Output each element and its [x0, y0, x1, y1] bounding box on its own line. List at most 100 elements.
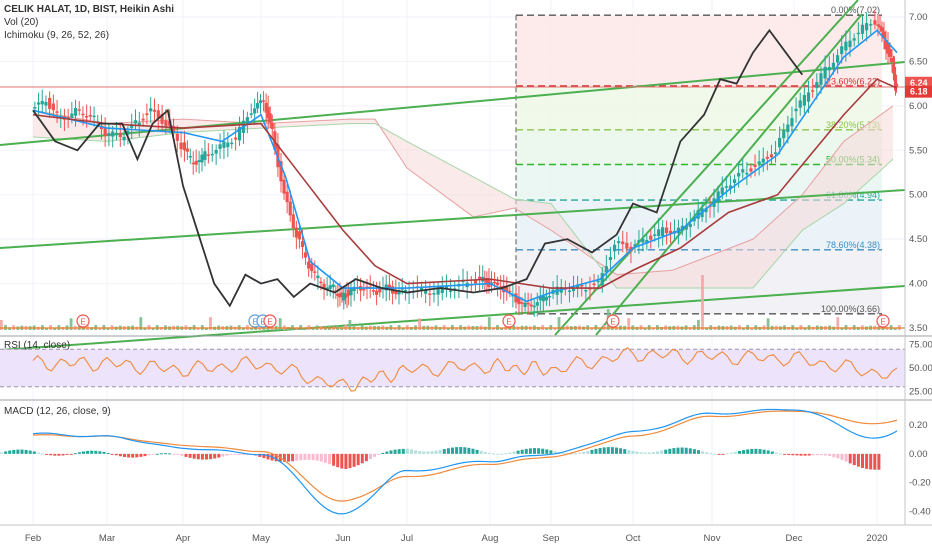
price-badge-label: 6.24 [910, 78, 928, 88]
macd-histogram-bar [672, 448, 676, 454]
macd-histogram-bar [20, 449, 24, 454]
candle-body [835, 55, 840, 63]
volume-bar [836, 317, 840, 330]
volume-legend[interactable]: Vol (20) [4, 17, 39, 28]
time-tick-label: Aug [482, 533, 499, 544]
rsi-pane[interactable] [0, 347, 905, 392]
macd-histogram-bar [610, 447, 614, 454]
volume-bar [803, 327, 807, 330]
volume-bar [893, 327, 897, 330]
candle-body [827, 67, 831, 71]
candle-body [612, 244, 617, 252]
candle-body [436, 288, 440, 295]
macd-histogram-bar [664, 449, 668, 454]
rsi-tick-label: 25.00 [909, 386, 932, 397]
macd-histogram-bar [299, 453, 303, 461]
candle-body [571, 287, 576, 292]
candle-body [325, 287, 329, 290]
candle-body [604, 266, 608, 273]
candle-body [114, 132, 119, 135]
macd-histogram-bar [340, 453, 344, 469]
candle-body [505, 286, 509, 292]
macd-histogram-bar [828, 453, 832, 457]
macd-histogram-bar [738, 450, 741, 454]
price-tick-label: 4.00 [909, 279, 928, 290]
volume-bar [598, 327, 602, 330]
candle-body [336, 293, 340, 296]
volume-bar [795, 327, 799, 330]
macd-histogram-bar [430, 451, 434, 454]
candle-body [397, 292, 401, 295]
candle-body [400, 288, 404, 290]
macd-histogram-bar [151, 453, 155, 455]
candle-body [331, 284, 335, 288]
macd-histogram-bar [196, 453, 200, 460]
volume-bar [455, 327, 458, 330]
macd-histogram-bar [541, 448, 545, 454]
candle-body [103, 127, 107, 136]
macd-histogram-bar [795, 453, 799, 456]
macd-histogram-bar [832, 453, 836, 458]
candle-body [175, 133, 179, 141]
macd-pane[interactable] [0, 408, 898, 515]
macd-histogram-bar [701, 451, 705, 454]
macd-histogram-bar [762, 449, 766, 454]
candle-body [328, 285, 332, 289]
macd-histogram-bar [258, 453, 262, 457]
candle-body [724, 186, 728, 188]
price-tick-label: 5.00 [909, 190, 928, 201]
macd-histogram-bar [94, 450, 98, 454]
candle-body [520, 302, 524, 304]
candle-body [226, 142, 230, 148]
candle-body [869, 24, 873, 26]
macd-histogram-bar [717, 453, 721, 455]
rsi-band [0, 349, 905, 387]
candle-body [200, 154, 204, 163]
rsi-legend[interactable]: RSI (14, close) [4, 340, 71, 351]
candle-body [761, 158, 765, 163]
macd-histogram-bar [824, 453, 828, 456]
candle-body [141, 118, 145, 121]
candle-body [794, 108, 798, 112]
candle-body [649, 235, 653, 240]
candle-body [617, 241, 621, 244]
price-tick-label: 6.50 [909, 56, 928, 67]
macd-legend[interactable]: MACD (12, 26, close, 9) [4, 406, 111, 417]
candle-body [757, 161, 761, 164]
candle-body [237, 127, 242, 141]
event-marker-label: E [880, 318, 885, 327]
macd-histogram-bar [69, 453, 73, 455]
candle-body [349, 288, 353, 296]
volume-bar [643, 327, 647, 330]
candle-body [517, 296, 521, 305]
trend-line [554, 0, 859, 336]
candle-body [156, 110, 160, 119]
candle-body [765, 156, 769, 159]
candle-body [892, 67, 897, 81]
candle-body [538, 295, 542, 301]
macd-histogram-bar [467, 447, 471, 454]
candle-body [745, 172, 749, 175]
macd-histogram-bar [574, 453, 577, 455]
macd-histogram-bar [836, 453, 840, 459]
candle-body [786, 124, 790, 133]
macd-histogram-bar [619, 448, 623, 454]
symbol-legend[interactable]: CELIK HALAT, 1D, BIST, Heikin Ashi [4, 4, 175, 15]
macd-histogram-bar [500, 453, 504, 455]
candle-body [234, 137, 238, 140]
candle-body [133, 120, 138, 124]
macd-histogram-bar [512, 451, 516, 454]
volume-bar [209, 317, 212, 330]
event-marker-label: E [267, 318, 272, 327]
macd-histogram-bar [545, 449, 549, 454]
macd-histogram-bar [307, 453, 311, 460]
candle-body [188, 155, 192, 158]
event-marker-label: E [260, 318, 265, 327]
macd-histogram-bar [172, 453, 176, 455]
ichimoku-legend[interactable]: Ichimoku (9, 26, 52, 26) [4, 30, 110, 41]
macd-histogram-bar [131, 453, 135, 458]
event-marker [606, 314, 620, 328]
main-price-pane[interactable]: 0.00%(7.02)23.60%(6.22)38.20%(5.73)50.00… [0, 0, 906, 525]
macd-histogram-bar [533, 448, 536, 454]
